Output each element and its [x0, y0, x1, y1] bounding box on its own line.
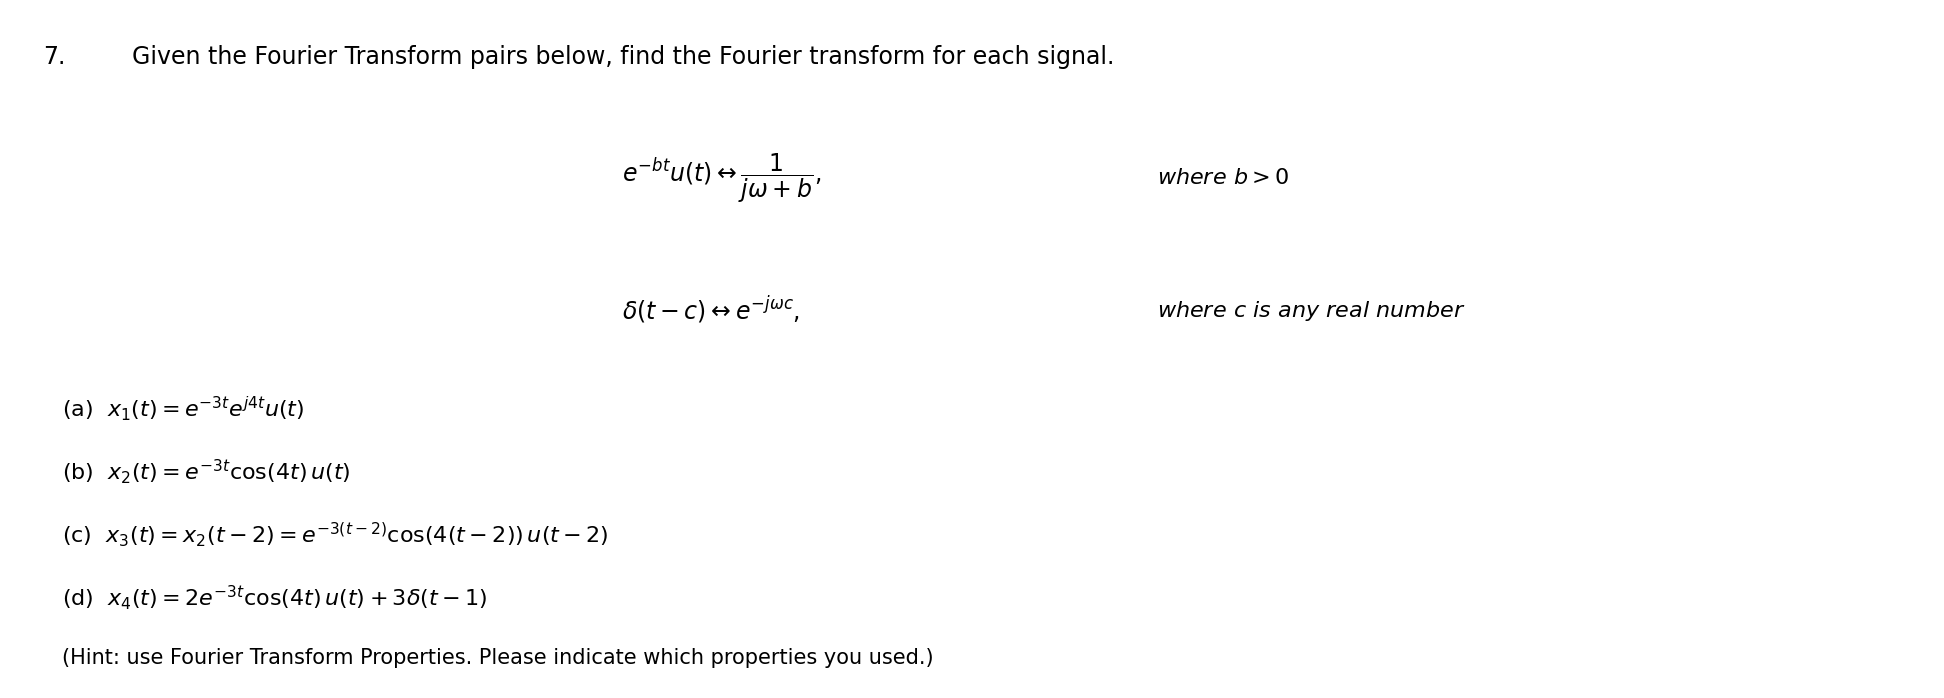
Text: (b)  $x_2(t) = e^{-3t}\cos(4t)\,u(t)$: (b) $x_2(t) = e^{-3t}\cos(4t)\,u(t)$	[62, 457, 350, 486]
Text: 7.: 7.	[43, 45, 66, 69]
Text: (d)  $x_4(t) = 2e^{-3t}\cos(4t)\,u(t) + 3\delta(t-1)$: (d) $x_4(t) = 2e^{-3t}\cos(4t)\,u(t) + 3…	[62, 583, 488, 611]
Text: (c)  $x_3(t) = x_2(t-2) = e^{-3(t-2)}\cos(4(t-2))\,u(t-2)$: (c) $x_3(t) = x_2(t-2) = e^{-3(t-2)}\cos…	[62, 520, 608, 549]
Text: $\delta(t - c) \leftrightarrow e^{-j\omega c},$: $\delta(t - c) \leftrightarrow e^{-j\ome…	[622, 295, 801, 327]
Text: (a)  $x_1(t) = e^{-3t}e^{j4t}u(t)$: (a) $x_1(t) = e^{-3t}e^{j4t}u(t)$	[62, 394, 305, 423]
Text: Given the Fourier Transform pairs below, find the Fourier transform for each sig: Given the Fourier Transform pairs below,…	[132, 45, 1114, 69]
Text: $e^{-bt}u(t) \leftrightarrow \dfrac{1}{j\omega + b},$: $e^{-bt}u(t) \leftrightarrow \dfrac{1}{j…	[622, 151, 822, 205]
Text: (Hint: use Fourier Transform Properties. Please indicate which properties you us: (Hint: use Fourier Transform Properties.…	[62, 648, 933, 668]
Text: $where\ c\ is\ any\ real\ number$: $where\ c\ is\ any\ real\ number$	[1157, 299, 1466, 322]
Text: $where\ b > 0$: $where\ b > 0$	[1157, 168, 1289, 188]
